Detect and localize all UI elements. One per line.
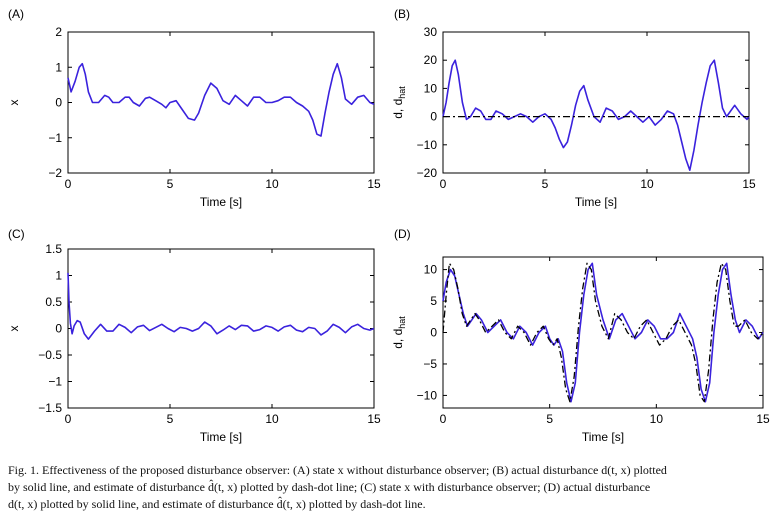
x-tick-label: 10 [640,177,654,191]
y-tick-label: −0.5 [38,348,62,362]
y-tick-label: 1.5 [45,242,62,256]
plot-frame [67,248,375,409]
y-axis-label: x [7,100,21,106]
series-solid-line [67,272,375,340]
x-tick-label: 5 [542,177,549,191]
x-tick-label: 15 [367,412,381,426]
x-tick-label: 10 [265,412,279,426]
x-axis-label: Time [s] [200,195,242,209]
y-tick-label: −1.5 [38,401,62,415]
x-tick-label: 0 [65,412,72,426]
x-tick-label: 0 [440,177,447,191]
panel-label: (C) [8,227,25,241]
panel-a: (A) 0 5 10 15 −2 −1 0 1 2 Time [s] x [7,7,381,209]
series-dashdot-line [442,262,764,403]
x-tick-label: 15 [756,412,770,426]
x-axis-label: Time [s] [575,195,617,209]
series-solid-line [442,59,750,171]
y-tick-label: 10 [424,263,438,277]
y-axis-label: x [7,326,21,332]
x-tick-label: 10 [650,412,664,426]
x-axis-label: Time [s] [582,430,624,444]
y-tick-label: 0 [430,326,437,340]
y-axis-label: d, dhat [391,86,407,119]
y-tick-label: −10 [417,138,438,152]
x-tick-label: 5 [167,177,174,191]
y-tick-label: 5 [430,294,437,308]
x-tick-label: 15 [367,177,381,191]
x-tick-label: 10 [265,177,279,191]
caption-line-3: d(t, x) plotted by solid line, and estim… [8,497,426,511]
panel-c: (C) 0 5 10 15 −1.5 −1 −0.5 0 0.5 1 1.5 Time [s] x [7,227,381,444]
x-tick-label: 5 [167,412,174,426]
y-tick-label: 0.5 [45,295,62,309]
panel-d: (D) 0 5 10 15 −10 −5 0 5 10 Time [s] d, dhat [391,227,770,444]
plot-frame [442,31,750,174]
y-tick-label: 20 [424,53,438,67]
y-tick-label: 0 [55,96,62,110]
panel-b: (B) 0 5 10 15 −20 −10 0 10 20 30 Time [s] d, dhat [391,7,756,209]
caption-line-2: by solid line, and estimate of disturban… [8,480,651,494]
plot-frame [442,256,764,409]
panel-label: (D) [394,227,411,241]
x-tick-label: 0 [440,412,447,426]
series-solid-line [67,62,375,137]
y-tick-label: −10 [417,388,438,402]
y-tick-label: 1 [55,60,62,74]
caption-line-1: Fig. 1. Effectiveness of the proposed di… [8,463,667,477]
series-solid-line [442,262,764,403]
y-tick-label: 0 [430,110,437,124]
panel-label: (B) [394,7,410,21]
y-tick-label: 0 [55,322,62,336]
y-tick-label: −1 [48,375,62,389]
y-tick-label: −2 [48,166,62,180]
y-tick-label: −1 [48,131,62,145]
y-tick-label: −20 [417,166,438,180]
y-tick-label: 2 [55,25,62,39]
y-tick-label: −5 [423,357,437,371]
y-tick-label: 10 [424,81,438,95]
x-axis-label: Time [s] [200,430,242,444]
x-tick-label: 15 [742,177,756,191]
x-tick-label: 5 [546,412,553,426]
figure-caption: Fig. 1. Effectiveness of the proposed di… [8,462,768,513]
y-tick-label: 30 [424,25,438,39]
y-tick-label: 1 [55,269,62,283]
x-tick-label: 0 [65,177,72,191]
y-axis-label: d, dhat [391,316,407,349]
panel-label: (A) [8,7,24,21]
